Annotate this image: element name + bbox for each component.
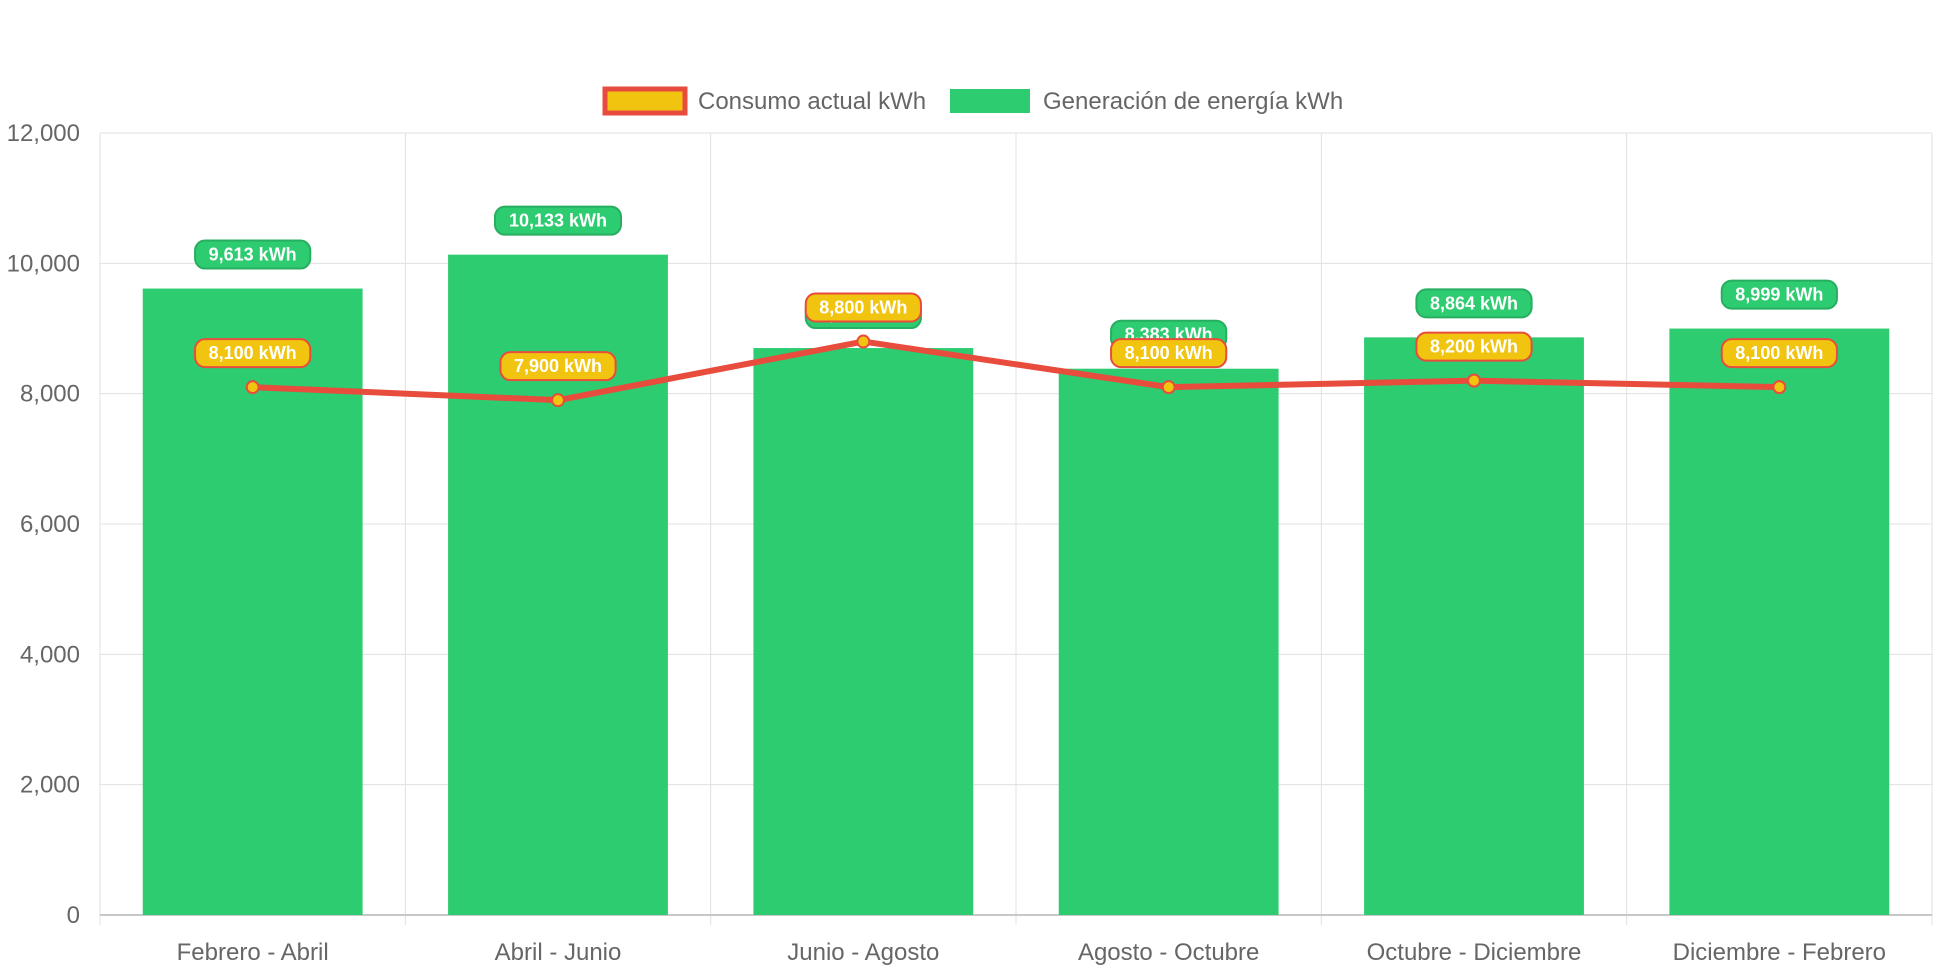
legend: Consumo actual kWh Generación de energía… [602,86,1343,116]
x-tick-label: Abril - Junio [495,939,622,966]
legend-label-generacion: Generación de energía kWh [1043,88,1343,115]
data-label-consumo-text: 8,100 kWh [1125,343,1213,363]
data-label-consumo: 8,100 kWh [1720,338,1838,369]
data-label-consumo-box [194,338,312,369]
grid [99,132,1933,925]
y-tick-label: 0 [67,902,80,929]
legend-swatch-consumo [602,86,688,116]
data-label-consumo-text: 7,900 kWh [514,356,602,376]
line-consumo [252,338,1780,404]
y-tick-label: 4,000 [20,641,80,668]
y-tick-label: 10,000 [7,250,80,277]
data-label-generacion: 9,613 kWh [194,239,312,270]
bar-generacion[interactable] [1364,337,1584,915]
y-tick-label: 12,000 [7,120,80,147]
data-label-generacion-text: 9,613 kWh [209,245,297,265]
x-tick-label: Agosto - Octubre [1078,939,1259,966]
legend-swatch-generacion [950,89,1030,113]
data-label-consumo: 8,100 kWh [194,338,312,369]
data-label-consumo: 8,100 kWh [1110,338,1228,369]
bar-generacion[interactable] [753,348,974,915]
point-consumo[interactable] [245,380,260,395]
y-axis: 0 2,000 4,000 6,000 8,000 10,000 12,000 [7,120,80,929]
legend-item-consumo[interactable]: Consumo actual kWh [602,86,926,116]
data-label-generacion-box [1720,279,1838,310]
legend-label-consumo: Consumo actual kWh [698,88,926,115]
data-label-generacion: 10,133 kWh [494,205,622,236]
data-label-generacion-text: 10,133 kWh [509,211,607,231]
bars [142,254,1890,916]
x-tick-label: Octubre - Diciembre [1367,939,1582,966]
point-consumo[interactable] [1161,380,1176,395]
y-tick-label: 8,000 [20,381,80,408]
data-label-generacion-text: 8,864 kWh [1430,293,1518,313]
legend-item-generacion[interactable]: Generación de energía kWh [950,88,1343,115]
data-label-consumo-text: 8,100 kWh [1735,343,1823,363]
consumption-line-layer [245,334,1787,408]
data-label-consumo-box [1720,338,1838,369]
data-label-consumo: 8,800 kWh [804,292,922,323]
data-label-generacion: 8,999 kWh [1720,279,1838,310]
data-label-consumo-box [804,292,922,323]
data-label-generacion-box [194,239,312,270]
data-label-generacion: 8,864 kWh [1415,288,1533,319]
data-label-consumo: 8,200 kWh [1415,331,1533,362]
data-label-consumo-box [499,351,617,382]
x-tick-label: Febrero - Abril [177,939,329,966]
point-consumo[interactable] [856,334,871,349]
y-tick-label: 2,000 [20,772,80,799]
data-label-consumo-box [1415,331,1533,362]
bar-generacion[interactable] [1669,328,1890,915]
data-label-consumo: 7,900 kWh [499,351,617,382]
x-tick-label: Junio - Agosto [787,939,939,966]
data-label-consumo-text: 8,200 kWh [1430,337,1518,357]
data-label-generacion-text: 8,999 kWh [1735,285,1823,305]
data-label-consumo-box [1110,338,1228,369]
data-label-consumo-text: 8,100 kWh [209,343,297,363]
data-label-generacion-box [1415,288,1533,319]
x-tick-label: Diciembre - Febrero [1673,939,1886,966]
bar-generacion[interactable] [1058,368,1279,915]
data-label-generacion-box [494,205,622,236]
y-tick-label: 6,000 [20,511,80,538]
point-consumo[interactable] [551,393,565,408]
data-label-consumo-text: 8,800 kWh [819,298,907,318]
x-axis: Febrero - Abril Abril - Junio Junio - Agos… [177,939,1886,966]
point-consumo[interactable] [1467,373,1481,388]
point-consumo[interactable] [1772,380,1787,395]
